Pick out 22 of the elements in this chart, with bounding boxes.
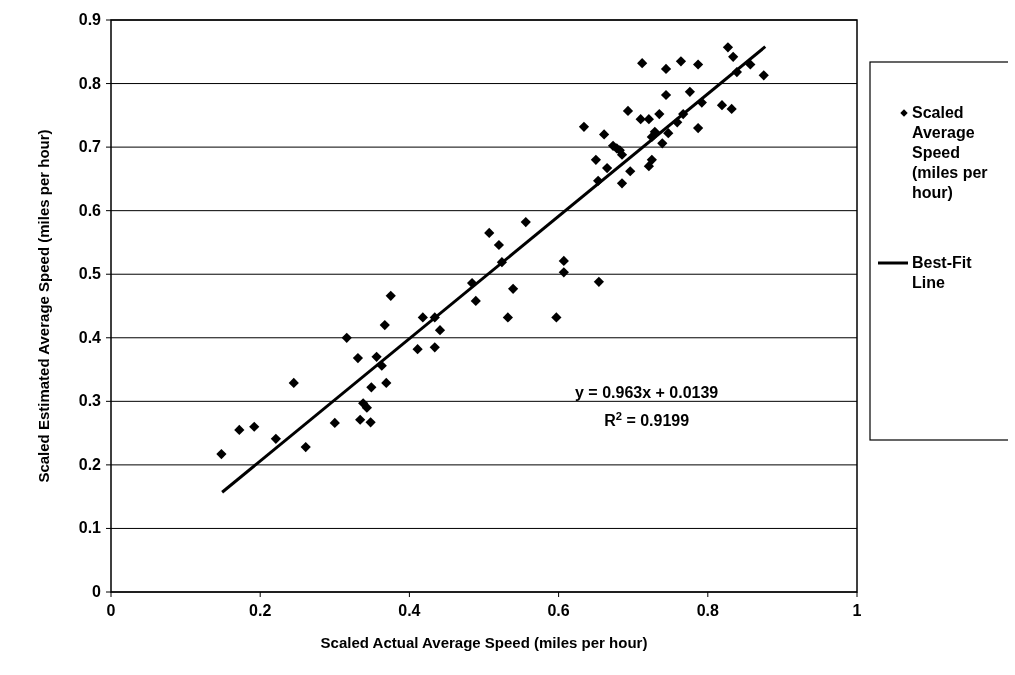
x-tick-label: 0 bbox=[106, 602, 116, 619]
legend-label: Scaled Average Speed (miles per hour) bbox=[912, 104, 988, 201]
y-axis-title: Scaled Estimated Average Speed (miles per hour) bbox=[35, 129, 52, 483]
x-tick-label: 0.6 bbox=[547, 602, 570, 619]
y-tick-label: 0.8 bbox=[78, 74, 102, 92]
x-tick-label: 0.2 bbox=[249, 602, 272, 619]
y-tick-label: 0.3 bbox=[78, 392, 102, 410]
y-tick-label: 0.5 bbox=[78, 265, 102, 283]
annotation: R$^{2}$ = 0.9199 bbox=[604, 410, 690, 430]
x-axis-title: Scaled Actual Average Speed (miles per hour) bbox=[320, 634, 648, 651]
legend-label: Best-Fit Line bbox=[912, 254, 973, 291]
y-tick-label: 0.1 bbox=[78, 519, 102, 537]
y-tick-label: 0.9 bbox=[78, 11, 102, 28]
x-tick-label: 1 bbox=[852, 602, 862, 619]
y-tick-label: 0 bbox=[92, 583, 102, 600]
y-tick-label: 0.4 bbox=[78, 328, 102, 346]
annotation: y = 0.963x + 0.0139 bbox=[575, 384, 719, 402]
y-tick-label: 0.7 bbox=[78, 138, 102, 156]
x-tick-label: 0.4 bbox=[398, 602, 421, 619]
x-tick-label: 0.8 bbox=[696, 602, 720, 619]
y-tick-label: 0.2 bbox=[78, 455, 102, 473]
y-tick-label: 0.6 bbox=[78, 201, 102, 219]
